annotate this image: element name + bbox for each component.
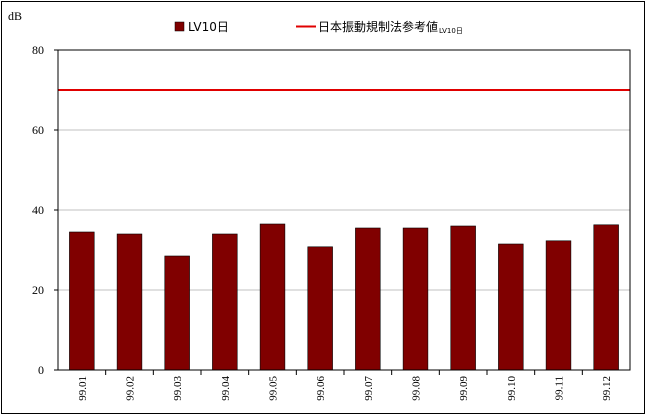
x-tick-label: 99.02 bbox=[125, 376, 137, 401]
y-tick-label: 80 bbox=[32, 43, 44, 57]
y-tick-label: 20 bbox=[32, 283, 44, 297]
y-tick-label: 0 bbox=[38, 363, 44, 377]
legend: LV10日 日本振動規制法参考値 LV10日 bbox=[174, 19, 463, 35]
bar-99.05 bbox=[259, 223, 286, 371]
legend-swatch-series bbox=[174, 21, 185, 32]
x-tick-label: 99.01 bbox=[77, 376, 89, 401]
bar-99.12 bbox=[593, 224, 619, 371]
x-tick-label: 99.05 bbox=[268, 376, 280, 401]
bar-99.06 bbox=[307, 246, 333, 371]
legend-label-reference: 日本振動規制法参考値 bbox=[318, 19, 438, 34]
bar-99.09 bbox=[450, 225, 476, 371]
bar-99.08 bbox=[402, 227, 429, 371]
x-tick-label: 99.04 bbox=[220, 376, 232, 401]
x-tick-label: 99.10 bbox=[506, 376, 518, 401]
x-tick-label: 99.03 bbox=[172, 376, 184, 401]
legend-label-reference-suffix: LV10日 bbox=[439, 27, 463, 35]
x-tick-label: 99.07 bbox=[363, 376, 375, 401]
y-axis-unit-label: dB bbox=[8, 9, 22, 23]
gridlines bbox=[58, 49, 630, 291]
bar-99.07 bbox=[355, 227, 381, 371]
x-tick-labels: 99.01 99.02 99.03 99.04 99.05 99.06 99.07 99.08… bbox=[77, 370, 613, 401]
y-tick-label: 60 bbox=[32, 123, 44, 137]
bars bbox=[69, 223, 619, 371]
x-tick-label: 99.12 bbox=[601, 376, 613, 401]
bar-99.04 bbox=[212, 233, 238, 371]
bar-99.02 bbox=[116, 233, 143, 371]
legend-label-series: LV10日 bbox=[188, 20, 229, 34]
bar-99.01 bbox=[69, 231, 95, 371]
x-tick-label: 99.06 bbox=[315, 376, 327, 401]
x-tick-label: 99.08 bbox=[411, 376, 423, 401]
x-tick-label: 99.11 bbox=[554, 376, 566, 400]
y-tick-label: 40 bbox=[32, 203, 44, 217]
y-tick-labels: 0 20 40 60 80 bbox=[32, 43, 58, 377]
bar-99.03 bbox=[164, 255, 190, 371]
x-tick-label: 99.09 bbox=[458, 376, 470, 401]
bar-99.10 bbox=[498, 243, 524, 371]
bar-99.11 bbox=[545, 240, 572, 371]
